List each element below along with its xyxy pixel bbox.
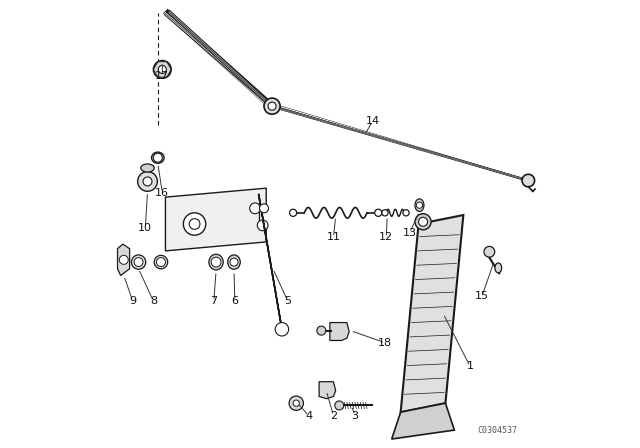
Circle shape: [157, 258, 165, 267]
Text: 13: 13: [403, 228, 417, 238]
Circle shape: [143, 177, 152, 186]
Text: 5: 5: [284, 296, 291, 306]
Ellipse shape: [209, 254, 223, 270]
Circle shape: [522, 174, 534, 187]
Text: 7: 7: [211, 296, 218, 306]
Circle shape: [335, 401, 344, 410]
Circle shape: [268, 102, 276, 110]
Text: 4: 4: [305, 411, 312, 421]
Text: 11: 11: [326, 233, 340, 242]
Circle shape: [317, 326, 326, 335]
Text: 15: 15: [475, 291, 489, 301]
Circle shape: [289, 396, 303, 410]
Ellipse shape: [228, 255, 240, 269]
Text: 3: 3: [351, 411, 358, 421]
Polygon shape: [319, 382, 336, 399]
Text: 8: 8: [150, 296, 157, 306]
Circle shape: [257, 220, 268, 231]
Circle shape: [119, 255, 128, 264]
Circle shape: [289, 209, 297, 216]
Circle shape: [184, 213, 206, 235]
Ellipse shape: [495, 263, 502, 273]
Circle shape: [250, 203, 260, 214]
Circle shape: [417, 202, 422, 208]
Ellipse shape: [152, 152, 164, 164]
Ellipse shape: [131, 255, 146, 269]
Polygon shape: [165, 188, 266, 251]
Polygon shape: [330, 323, 349, 340]
Text: 10: 10: [138, 224, 152, 233]
Circle shape: [382, 210, 388, 216]
Circle shape: [138, 172, 157, 191]
Circle shape: [264, 98, 280, 114]
Polygon shape: [392, 403, 454, 439]
Text: 16: 16: [156, 188, 170, 198]
Polygon shape: [259, 194, 283, 335]
Text: 12: 12: [380, 233, 394, 242]
Circle shape: [189, 219, 200, 229]
Circle shape: [134, 258, 143, 267]
Polygon shape: [118, 244, 130, 276]
Circle shape: [415, 214, 431, 230]
Circle shape: [230, 258, 238, 266]
Circle shape: [211, 257, 221, 267]
Ellipse shape: [154, 255, 168, 269]
Circle shape: [158, 65, 166, 73]
Circle shape: [484, 246, 495, 257]
Circle shape: [275, 323, 289, 336]
Text: 18: 18: [378, 338, 392, 348]
Circle shape: [419, 217, 428, 226]
Text: 1: 1: [467, 362, 474, 371]
Text: 14: 14: [366, 116, 380, 126]
Ellipse shape: [415, 199, 424, 211]
Text: 17: 17: [156, 71, 170, 81]
Ellipse shape: [141, 164, 154, 172]
Circle shape: [293, 400, 300, 406]
Text: 9: 9: [129, 296, 136, 306]
Text: C0304537: C0304537: [477, 426, 517, 435]
Circle shape: [374, 209, 382, 216]
Circle shape: [154, 153, 163, 162]
Circle shape: [403, 210, 409, 216]
Text: 6: 6: [232, 296, 238, 306]
Circle shape: [260, 204, 269, 213]
Circle shape: [154, 60, 172, 78]
Text: 2: 2: [330, 411, 337, 421]
Polygon shape: [401, 215, 463, 412]
